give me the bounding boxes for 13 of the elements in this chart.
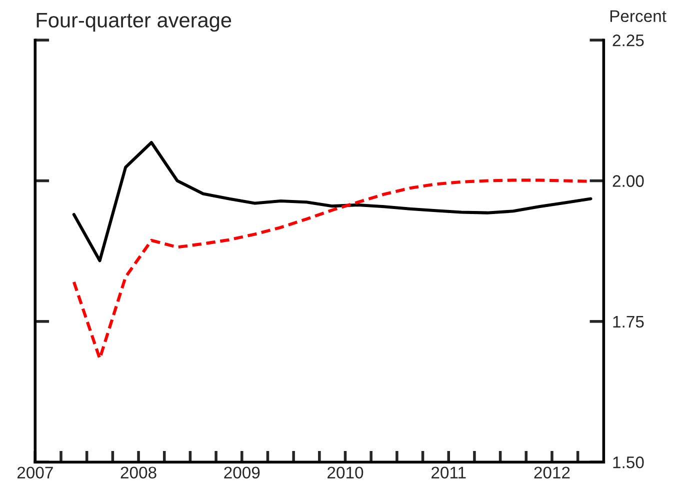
chart-title: Four-quarter average [36,13,232,32]
line-series [72,140,592,262]
y-tick-label: 2.00 [612,175,644,187]
y-tick-label: 1.75 [613,316,644,328]
x-tick-label: 2012 [534,466,570,479]
y-axis-title: Percent [610,10,666,22]
y-tick-label: 1.50 [613,456,644,468]
x-tick-label: 2010 [328,466,364,479]
y-tick-label: 2.25 [612,34,644,46]
x-tick-label: 2008 [120,466,156,479]
x-tick-label: 2009 [224,466,260,479]
x-tick-label: 2011 [432,466,466,479]
x-tick-label: 2007 [17,466,53,479]
